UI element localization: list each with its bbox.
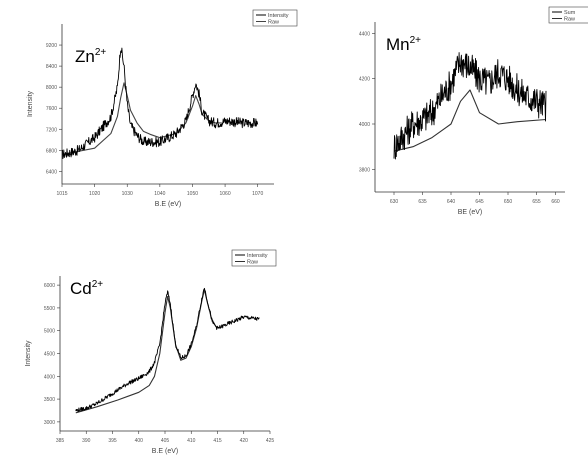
cd-x-axis-label: B.E (eV) xyxy=(152,448,178,455)
zn-x-tick-label: 1015 xyxy=(56,191,67,197)
mn-series-sum-line xyxy=(393,52,547,160)
zn-ion-label: Zn2+ xyxy=(75,47,106,66)
cd-x-tick-label: 385 xyxy=(56,438,65,444)
cd-y-tick-label: 6000 xyxy=(44,283,55,289)
mn-x-tick-label: 640 xyxy=(447,199,456,205)
zn-x-tick-label: 1040 xyxy=(154,191,165,197)
mn-x-tick-label: 650 xyxy=(504,199,513,205)
mn-ion-charge: 2+ xyxy=(410,35,422,46)
cd-x-tick-label: 395 xyxy=(108,438,117,444)
cd-series-intensity-line xyxy=(75,287,260,413)
zn-x-tick-label: 1050 xyxy=(187,191,198,197)
zn-y-tick-label: 7600 xyxy=(46,106,57,112)
zn-y-tick-label: 6800 xyxy=(46,148,57,154)
mn-series-raw-line xyxy=(393,89,547,152)
cd-x-tick-label: 405 xyxy=(161,438,170,444)
zn-x-tick-label: 1060 xyxy=(220,191,231,197)
zn-legend-entry: Raw xyxy=(268,20,279,26)
cd-x-tick-label: 390 xyxy=(82,438,91,444)
zn-x-tick-label: 1070 xyxy=(252,191,263,197)
zn-series-intensity-line xyxy=(61,47,259,160)
mn-y-tick-label: 4400 xyxy=(359,31,370,37)
cd-x-tick-label: 415 xyxy=(213,438,222,444)
cd-y-tick-label: 4500 xyxy=(44,352,55,358)
mn-x-axis-label: BE (eV) xyxy=(458,209,483,216)
mn-x-tick-label: 645 xyxy=(475,199,484,205)
cd-chart: 385 390 395 400 405 410 415 420 425 3000 3500 4000 4… xyxy=(25,249,277,455)
cd-y-tick-label: 3500 xyxy=(44,397,55,403)
mn-legend-entry: Sum xyxy=(564,10,576,16)
zn-chart: 1015 1020 1030 1040 1050 1060 1070 6400 6800 7200… xyxy=(27,9,298,208)
mn-ion-label: Mn2+ xyxy=(386,35,421,54)
cd-legend-entry: Intensity xyxy=(247,253,268,259)
zn-x-tick-label: 1020 xyxy=(89,191,100,197)
zn-ion-charge: 2+ xyxy=(95,47,107,58)
zn-y-tick-label: 8000 xyxy=(46,85,57,91)
cd-ion-label: Cd2+ xyxy=(70,279,103,298)
mn-y-tick-label: 4200 xyxy=(359,77,370,83)
cd-x-tick-label: 410 xyxy=(187,438,196,444)
mn-x-tick-label: 630 xyxy=(390,199,399,205)
mn-x-tick-label: 635 xyxy=(418,199,427,205)
zn-x-axis-label: B.E (eV) xyxy=(155,201,181,208)
cd-x-tick-label: 425 xyxy=(266,438,275,444)
cd-x-tick-label: 400 xyxy=(135,438,144,444)
mn-y-tick-label: 3800 xyxy=(359,167,370,173)
zn-y-tick-label: 9200 xyxy=(46,43,57,49)
mn-x-tick-label: 660 xyxy=(551,199,560,205)
zn-y-tick-label: 6400 xyxy=(46,169,57,175)
cd-y-tick-label: 3000 xyxy=(44,420,55,426)
mn-ion-symbol: Mn xyxy=(386,35,410,54)
cd-ion-symbol: Cd xyxy=(70,279,92,298)
zn-y-axis-label: Intensity xyxy=(27,90,34,117)
cd-y-tick-label: 4000 xyxy=(44,374,55,380)
cd-series-raw-line xyxy=(75,289,218,414)
zn-legend-entry: Intensity xyxy=(268,13,289,19)
mn-legend-entry: Raw xyxy=(564,17,575,23)
zn-y-tick-label: 7200 xyxy=(46,127,57,133)
cd-ion-charge: 2+ xyxy=(92,279,104,290)
mn-x-tick-label: 655 xyxy=(532,199,541,205)
cd-y-tick-label: 5500 xyxy=(44,306,55,312)
mn-y-tick-label: 4000 xyxy=(359,122,370,128)
zn-y-tick-label: 8400 xyxy=(46,64,57,70)
mn-chart: 630 635 640 645 650 655 660 3800 4000 4200 4400 BE … xyxy=(359,6,588,216)
cd-x-tick-label: 420 xyxy=(240,438,249,444)
cd-y-axis-label: Intensity xyxy=(25,340,32,367)
zn-ion-symbol: Zn xyxy=(75,47,95,66)
cd-y-tick-label: 5000 xyxy=(44,329,55,335)
zn-x-tick-label: 1030 xyxy=(122,191,133,197)
cd-legend-entry: Raw xyxy=(247,260,258,266)
